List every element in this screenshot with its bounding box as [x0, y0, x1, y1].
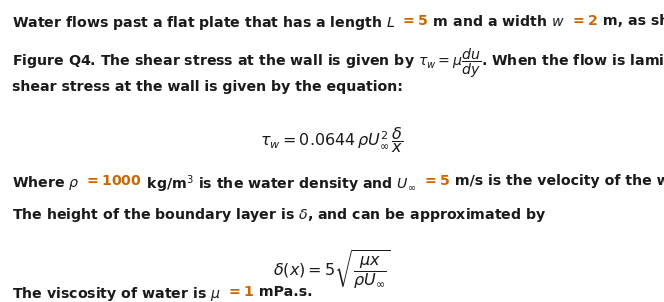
Text: m/s is the velocity of the water.: m/s is the velocity of the water.: [450, 174, 664, 188]
Text: m, as shown in: m, as shown in: [598, 14, 664, 27]
Text: $\mathbf{= 2}$: $\mathbf{= 2}$: [565, 14, 598, 27]
Text: The viscosity of water is $\mu$: The viscosity of water is $\mu$: [12, 285, 221, 302]
Text: m and a width $\mathit{w}$: m and a width $\mathit{w}$: [428, 14, 565, 29]
Text: $\delta(x) = 5\sqrt{\dfrac{\mu x}{\rho U_{\infty}}}$: $\delta(x) = 5\sqrt{\dfrac{\mu x}{\rho U…: [273, 249, 391, 292]
Text: $\mathbf{= 5}$: $\mathbf{= 5}$: [395, 14, 428, 27]
Text: Where $\rho$: Where $\rho$: [12, 174, 80, 192]
Text: $\tau_w = 0.0644\,\rho U_{\infty}^{2}\,\dfrac{\delta}{x}$: $\tau_w = 0.0644\,\rho U_{\infty}^{2}\,\…: [260, 125, 404, 155]
Text: Figure Q4. The shear stress at the wall is given by $\tau_w = \mu\dfrac{du}{dy}$: Figure Q4. The shear stress at the wall …: [12, 47, 664, 80]
Text: Water flows past a flat plate that has a length $\mathit{L}$: Water flows past a flat plate that has a…: [12, 14, 395, 32]
Text: $\mathbf{= 1}$: $\mathbf{= 1}$: [221, 285, 254, 299]
Text: The height of the boundary layer is $\delta$, and can be approximated by: The height of the boundary layer is $\de…: [12, 206, 546, 224]
Text: $\mathbf{= 5}$: $\mathbf{= 5}$: [416, 174, 450, 188]
Text: mPa.s.: mPa.s.: [254, 285, 313, 299]
Text: shear stress at the wall is given by the equation:: shear stress at the wall is given by the…: [12, 80, 403, 94]
Text: kg/m$^3$ is the water density and $U_{\infty}$: kg/m$^3$ is the water density and $U_{\i…: [142, 174, 416, 195]
Text: $\mathbf{= 1000}$: $\mathbf{= 1000}$: [80, 174, 142, 188]
